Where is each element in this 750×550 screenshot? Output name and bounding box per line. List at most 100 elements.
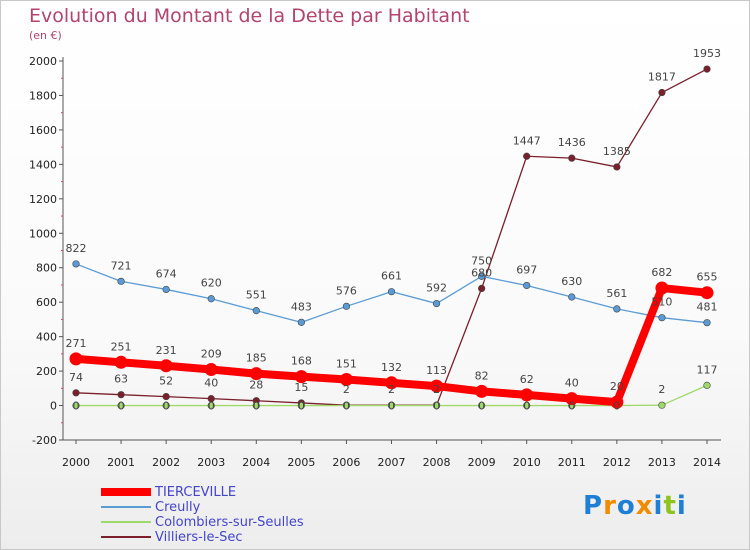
data-point bbox=[568, 154, 576, 162]
data-label: 822 bbox=[66, 242, 87, 255]
data-point bbox=[523, 401, 531, 410]
data-label: 0 bbox=[613, 400, 620, 413]
data-point bbox=[478, 272, 486, 280]
data-point bbox=[207, 295, 215, 303]
data-label: 151 bbox=[336, 358, 357, 371]
y-tick-label: 200 bbox=[36, 365, 57, 378]
data-point bbox=[294, 370, 308, 384]
x-tick-label: 2003 bbox=[197, 456, 225, 469]
x-tick-label: 2002 bbox=[152, 456, 180, 469]
data-point bbox=[703, 319, 711, 327]
data-point bbox=[658, 314, 666, 322]
x-tick-label: 2013 bbox=[648, 456, 676, 469]
data-label: 1436 bbox=[558, 136, 586, 149]
data-point bbox=[385, 376, 398, 390]
data-label: 40 bbox=[204, 377, 218, 390]
data-label: 561 bbox=[606, 287, 627, 300]
data-label: 113 bbox=[426, 364, 447, 377]
y-tick-label: 1800 bbox=[29, 89, 57, 102]
data-point bbox=[162, 392, 170, 401]
data-point bbox=[523, 281, 531, 290]
data-label: 2 bbox=[433, 383, 440, 396]
data-point bbox=[207, 401, 215, 410]
data-label: 0 bbox=[568, 400, 575, 413]
data-label: 0 bbox=[253, 400, 260, 413]
data-label: 0 bbox=[478, 400, 485, 413]
data-label: 0 bbox=[163, 400, 170, 413]
y-tick-label: -200 bbox=[32, 434, 57, 447]
chart-unit-label: (en €) bbox=[29, 29, 62, 42]
data-label: 576 bbox=[336, 284, 357, 297]
data-label: 721 bbox=[111, 259, 132, 272]
data-point bbox=[387, 288, 396, 296]
data-label: 52 bbox=[159, 375, 173, 388]
data-label: 680 bbox=[471, 266, 492, 279]
data-label: 2 bbox=[658, 383, 665, 396]
data-label: 2 bbox=[343, 383, 350, 396]
proxiti-logo: Proxiti bbox=[583, 491, 687, 521]
data-point bbox=[658, 401, 666, 409]
data-point bbox=[703, 65, 711, 73]
legend-label: Villiers-le-Sec bbox=[155, 530, 243, 545]
data-point bbox=[610, 395, 624, 409]
data-label: 592 bbox=[426, 282, 447, 295]
data-point bbox=[613, 305, 621, 313]
data-label: 1953 bbox=[693, 47, 721, 60]
data-point bbox=[478, 284, 486, 293]
data-point bbox=[72, 401, 80, 410]
legend-label: Creully bbox=[155, 500, 201, 515]
y-tick-label: 1200 bbox=[29, 193, 57, 206]
data-point bbox=[339, 373, 353, 387]
data-point bbox=[658, 88, 666, 97]
data-label: 0 bbox=[433, 400, 440, 413]
data-label: 40 bbox=[565, 377, 579, 390]
x-tick-label: 2000 bbox=[62, 456, 90, 469]
logo-letter: t bbox=[663, 491, 677, 521]
data-label: 132 bbox=[381, 361, 402, 374]
y-tick-label: 0 bbox=[50, 400, 57, 413]
data-label: 185 bbox=[246, 352, 267, 365]
data-label: 15 bbox=[294, 381, 308, 394]
x-tick-label: 2005 bbox=[287, 456, 315, 469]
data-point bbox=[72, 260, 80, 268]
x-tick-label: 2012 bbox=[603, 456, 631, 469]
data-point bbox=[69, 352, 83, 366]
legend-swatch bbox=[101, 506, 151, 508]
data-point bbox=[342, 302, 351, 310]
data-point bbox=[249, 367, 263, 381]
data-label: 271 bbox=[66, 337, 87, 350]
data-label: 20 bbox=[610, 380, 624, 393]
data-point bbox=[117, 391, 125, 399]
data-label: 74 bbox=[69, 371, 83, 384]
logo-letter: i bbox=[676, 491, 687, 521]
data-label: 82 bbox=[475, 369, 489, 382]
data-label: 682 bbox=[651, 266, 672, 279]
data-point bbox=[703, 381, 711, 389]
data-label: 0 bbox=[523, 400, 530, 413]
data-point bbox=[114, 355, 128, 369]
data-point bbox=[432, 299, 441, 308]
data-point bbox=[520, 388, 534, 402]
data-point bbox=[162, 401, 170, 410]
data-label: 0 bbox=[118, 400, 125, 413]
x-tick-label: 2014 bbox=[693, 456, 721, 469]
data-label: 62 bbox=[520, 373, 534, 386]
data-point bbox=[117, 277, 125, 285]
data-point bbox=[613, 163, 621, 171]
data-point bbox=[297, 318, 305, 326]
x-tick-label: 2001 bbox=[107, 456, 135, 469]
y-tick-label: 2000 bbox=[29, 55, 57, 68]
data-point bbox=[523, 152, 531, 160]
data-label: 1447 bbox=[513, 134, 541, 147]
data-label: 28 bbox=[249, 379, 263, 392]
data-label: 251 bbox=[111, 340, 132, 353]
data-label: 750 bbox=[471, 254, 492, 267]
logo-letter: x bbox=[635, 491, 654, 521]
logo-letter: o bbox=[616, 491, 636, 521]
x-tick-label: 2006 bbox=[332, 456, 360, 469]
legend-swatch bbox=[101, 488, 151, 496]
data-point bbox=[162, 285, 170, 294]
logo-letter: i bbox=[653, 491, 664, 521]
x-tick-label: 2008 bbox=[423, 456, 451, 469]
